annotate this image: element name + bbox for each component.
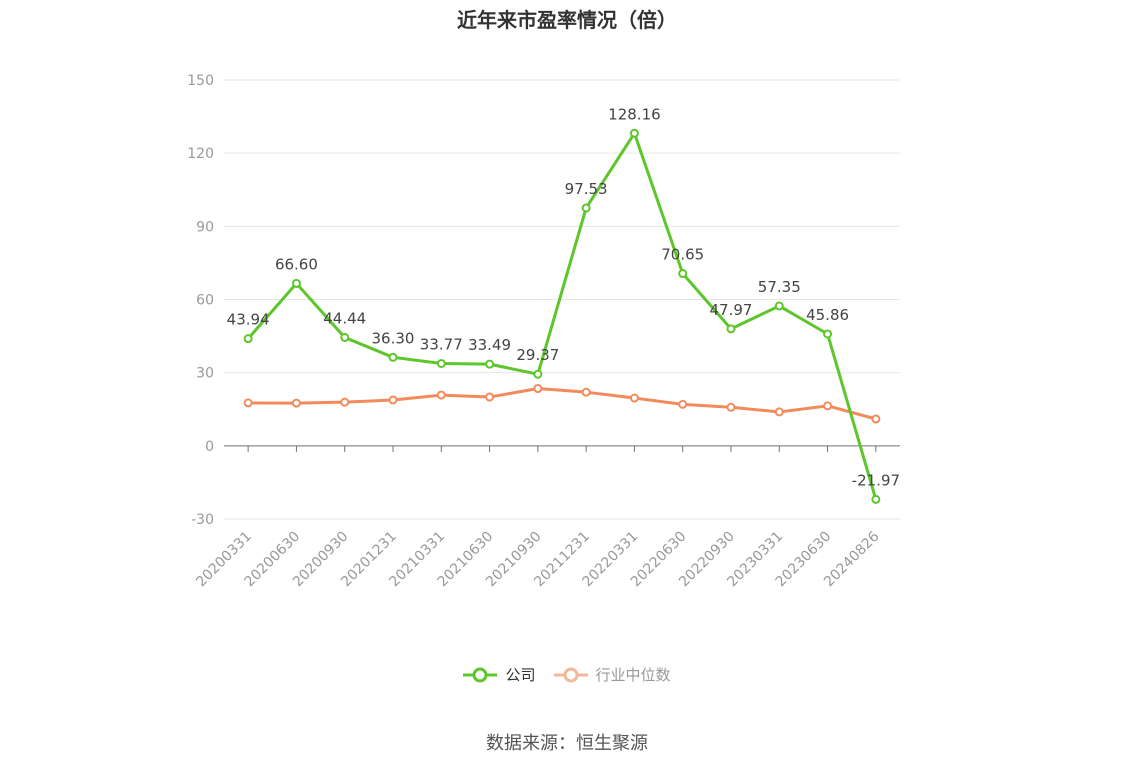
data-label: 36.30 xyxy=(372,329,415,347)
y-tick-label: 30 xyxy=(196,366,214,382)
point-industry xyxy=(823,401,833,411)
data-label: 47.97 xyxy=(710,301,753,319)
series-line-industry xyxy=(248,387,877,421)
point-industry xyxy=(436,390,446,400)
point-company xyxy=(581,203,591,213)
label-layer: 43.94 66.60 44.44 36.30 33.77 33.49 29.37 97.53… xyxy=(227,105,900,489)
y-tick-label: 120 xyxy=(187,146,214,162)
point-industry xyxy=(726,402,736,412)
legend-item-company[interactable]: 公司 xyxy=(463,664,536,685)
point-industry xyxy=(340,397,350,407)
y-tick-label: 90 xyxy=(196,219,214,235)
data-label: 43.94 xyxy=(227,311,270,329)
data-label: 128.16 xyxy=(608,105,661,123)
legend-item-industry[interactable]: 行业中位数 xyxy=(553,664,671,685)
point-company xyxy=(388,352,398,362)
data-label: 44.44 xyxy=(323,309,366,327)
point-company xyxy=(485,359,495,369)
axis-layer: -300306090120150202003312020063020200930… xyxy=(187,73,900,590)
y-tick-label: 60 xyxy=(196,293,214,309)
point-industry xyxy=(871,414,881,424)
point-company xyxy=(726,324,736,334)
point-industry xyxy=(243,398,253,408)
y-tick-label: -30 xyxy=(191,512,214,528)
point-industry xyxy=(485,392,495,402)
point-industry xyxy=(533,384,543,394)
grid-layer xyxy=(224,79,900,520)
point-company xyxy=(291,278,301,288)
point-industry xyxy=(678,399,688,409)
chart-title: 近年来市盈率情况（倍） xyxy=(457,8,677,32)
legend-company-label: 公司 xyxy=(505,666,536,684)
data-label: 97.53 xyxy=(565,180,608,198)
data-label: 33.77 xyxy=(420,335,463,353)
point-industry xyxy=(291,398,301,408)
point-company xyxy=(436,358,446,368)
data-label: 33.49 xyxy=(468,336,511,354)
point-company xyxy=(533,369,543,379)
data-label: 57.35 xyxy=(758,278,801,296)
series-layer xyxy=(243,128,881,504)
data-label: -21.97 xyxy=(852,471,900,489)
pe-line-chart: -300306090120150202003312020063020200930… xyxy=(187,73,900,590)
data-label: 29.37 xyxy=(516,346,559,364)
point-industry xyxy=(388,395,398,405)
point-industry xyxy=(581,387,591,397)
data-label: 45.86 xyxy=(806,306,849,324)
legend-industry-label: 行业中位数 xyxy=(595,666,671,684)
point-company xyxy=(871,494,881,504)
point-company xyxy=(340,332,350,342)
y-tick-label: 0 xyxy=(205,439,214,455)
data-label: 66.60 xyxy=(275,255,318,273)
point-company xyxy=(629,128,639,138)
series-line-company xyxy=(247,131,878,500)
point-company xyxy=(774,301,784,311)
point-industry xyxy=(774,407,784,417)
point-company xyxy=(243,334,253,344)
y-tick-label: 150 xyxy=(187,73,214,89)
source-note: 数据来源：恒生聚源 xyxy=(486,733,648,754)
point-company xyxy=(678,269,688,279)
legend: 公司 行业中位数 xyxy=(0,664,1134,685)
data-label: 70.65 xyxy=(661,246,704,264)
legend-company-icon xyxy=(463,667,498,682)
point-company xyxy=(823,329,833,339)
point-industry xyxy=(629,393,639,403)
legend-industry-icon xyxy=(553,667,588,682)
